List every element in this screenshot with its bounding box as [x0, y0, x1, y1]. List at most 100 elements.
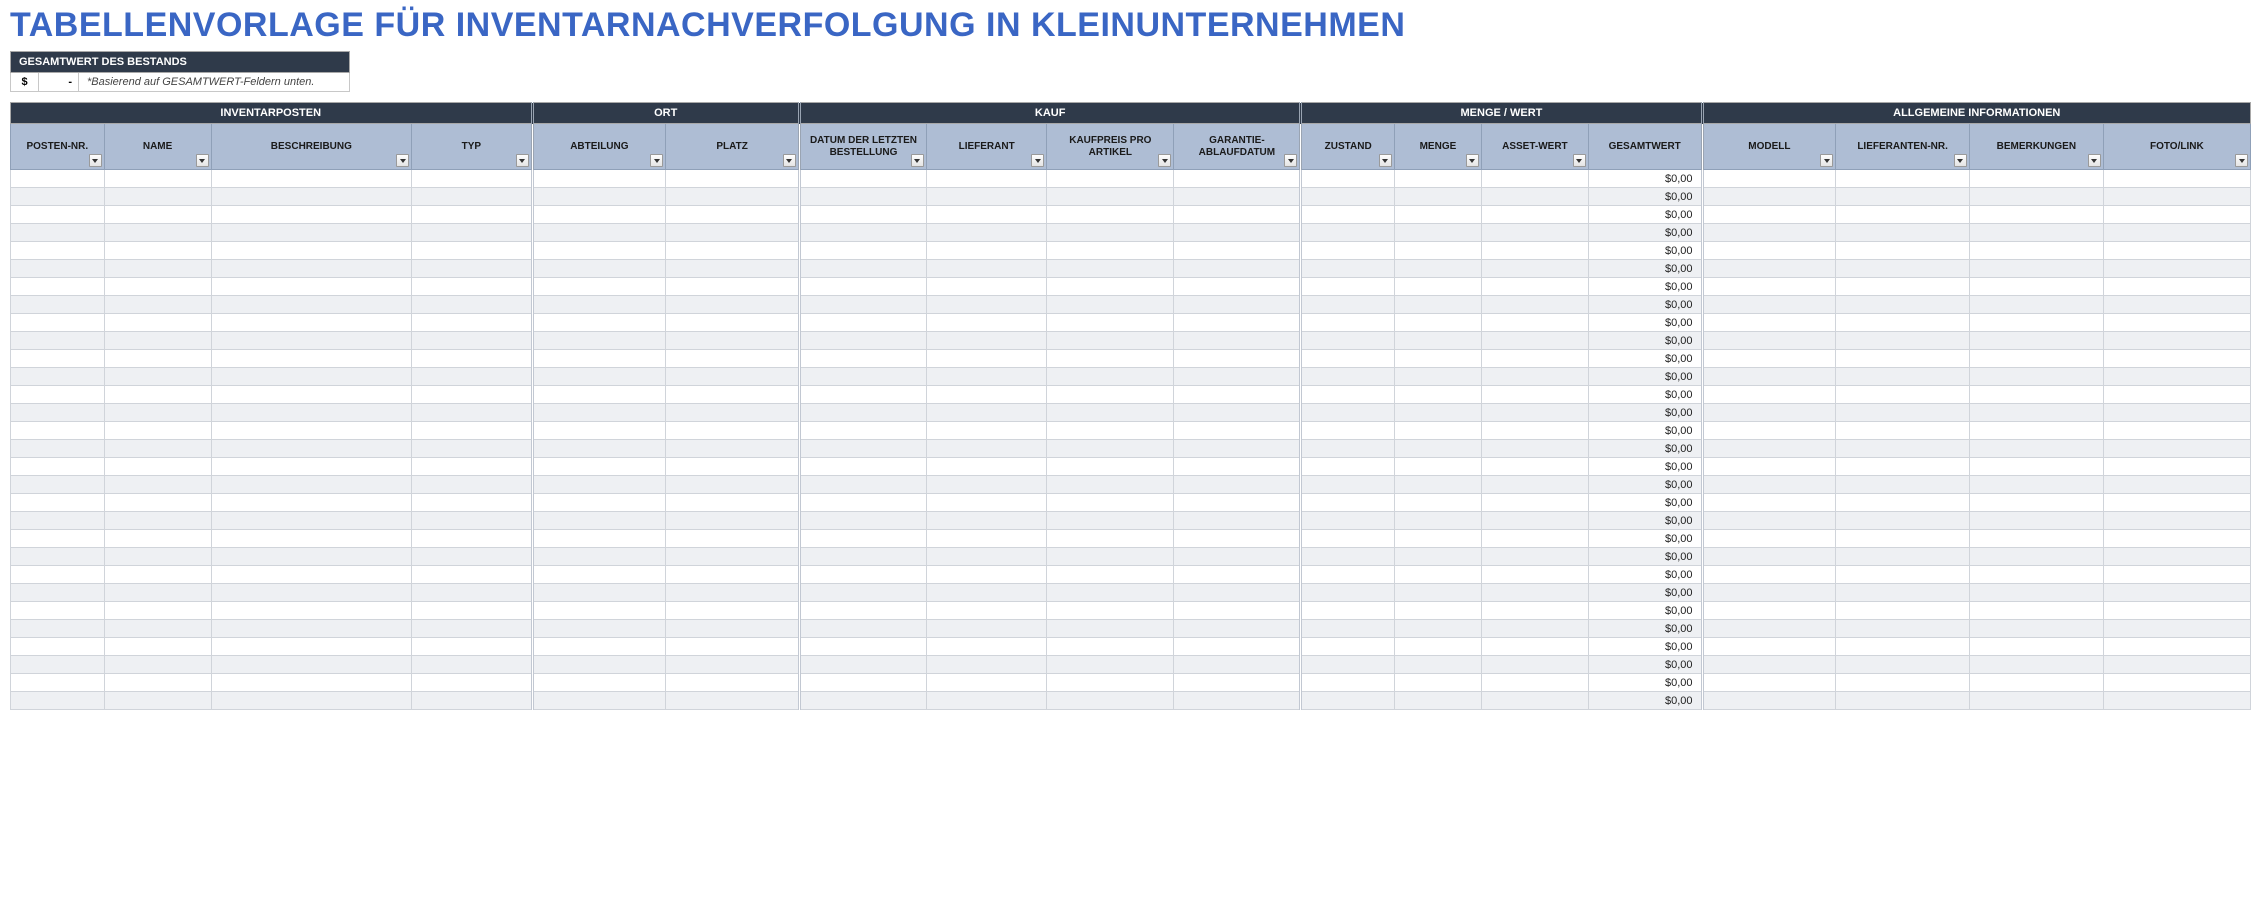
cell-kaufpreis[interactable] — [1047, 170, 1174, 188]
cell-gesamtwert[interactable]: $0,00 — [1588, 512, 1702, 530]
cell-bemerkungen[interactable] — [1969, 602, 2103, 620]
cell-abteilung[interactable] — [532, 638, 666, 656]
cell-lieferant[interactable] — [926, 566, 1046, 584]
cell-foto_link[interactable] — [2103, 566, 2250, 584]
cell-garantie[interactable] — [1174, 458, 1301, 476]
cell-lieferant[interactable] — [926, 530, 1046, 548]
cell-lieferanten_nr[interactable] — [1836, 368, 1970, 386]
cell-typ[interactable] — [412, 242, 532, 260]
cell-modell[interactable] — [1702, 440, 1836, 458]
cell-lieferanten_nr[interactable] — [1836, 278, 1970, 296]
cell-platz[interactable] — [666, 512, 800, 530]
cell-kaufpreis[interactable] — [1047, 602, 1174, 620]
cell-lieferant[interactable] — [926, 170, 1046, 188]
cell-lieferant[interactable] — [926, 458, 1046, 476]
cell-datum[interactable] — [799, 188, 926, 206]
cell-zustand[interactable] — [1301, 602, 1395, 620]
cell-asset_wert[interactable] — [1481, 188, 1588, 206]
cell-typ[interactable] — [412, 674, 532, 692]
cell-posten_nr[interactable] — [11, 458, 105, 476]
cell-zustand[interactable] — [1301, 494, 1395, 512]
table-row[interactable]: $0,00 — [11, 224, 2251, 242]
column-header-garantie[interactable]: GARANTIE-ABLAUFDATUM — [1174, 124, 1301, 170]
filter-dropdown-icon[interactable] — [196, 154, 209, 167]
cell-gesamtwert[interactable]: $0,00 — [1588, 404, 1702, 422]
cell-lieferanten_nr[interactable] — [1836, 548, 1970, 566]
cell-typ[interactable] — [412, 584, 532, 602]
cell-lieferant[interactable] — [926, 296, 1046, 314]
cell-menge[interactable] — [1394, 440, 1481, 458]
cell-datum[interactable] — [799, 242, 926, 260]
cell-lieferant[interactable] — [926, 242, 1046, 260]
cell-bemerkungen[interactable] — [1969, 260, 2103, 278]
cell-lieferant[interactable] — [926, 350, 1046, 368]
cell-foto_link[interactable] — [2103, 368, 2250, 386]
table-row[interactable]: $0,00 — [11, 656, 2251, 674]
cell-asset_wert[interactable] — [1481, 386, 1588, 404]
cell-typ[interactable] — [412, 422, 532, 440]
cell-kaufpreis[interactable] — [1047, 422, 1174, 440]
cell-bemerkungen[interactable] — [1969, 494, 2103, 512]
cell-beschreibung[interactable] — [211, 404, 412, 422]
cell-platz[interactable] — [666, 296, 800, 314]
cell-zustand[interactable] — [1301, 440, 1395, 458]
cell-gesamtwert[interactable]: $0,00 — [1588, 224, 1702, 242]
table-row[interactable]: $0,00 — [11, 674, 2251, 692]
cell-typ[interactable] — [412, 170, 532, 188]
cell-abteilung[interactable] — [532, 584, 666, 602]
cell-kaufpreis[interactable] — [1047, 332, 1174, 350]
cell-typ[interactable] — [412, 494, 532, 512]
cell-garantie[interactable] — [1174, 368, 1301, 386]
cell-platz[interactable] — [666, 440, 800, 458]
cell-zustand[interactable] — [1301, 188, 1395, 206]
cell-posten_nr[interactable] — [11, 692, 105, 710]
cell-menge[interactable] — [1394, 530, 1481, 548]
cell-lieferant[interactable] — [926, 404, 1046, 422]
cell-kaufpreis[interactable] — [1047, 206, 1174, 224]
cell-lieferanten_nr[interactable] — [1836, 188, 1970, 206]
cell-typ[interactable] — [412, 692, 532, 710]
cell-menge[interactable] — [1394, 314, 1481, 332]
cell-kaufpreis[interactable] — [1047, 350, 1174, 368]
cell-zustand[interactable] — [1301, 170, 1395, 188]
cell-posten_nr[interactable] — [11, 296, 105, 314]
cell-posten_nr[interactable] — [11, 584, 105, 602]
cell-lieferanten_nr[interactable] — [1836, 224, 1970, 242]
cell-lieferant[interactable] — [926, 512, 1046, 530]
cell-modell[interactable] — [1702, 476, 1836, 494]
cell-posten_nr[interactable] — [11, 188, 105, 206]
cell-datum[interactable] — [799, 314, 926, 332]
cell-bemerkungen[interactable] — [1969, 170, 2103, 188]
cell-bemerkungen[interactable] — [1969, 332, 2103, 350]
cell-beschreibung[interactable] — [211, 674, 412, 692]
cell-typ[interactable] — [412, 296, 532, 314]
cell-bemerkungen[interactable] — [1969, 512, 2103, 530]
cell-abteilung[interactable] — [532, 674, 666, 692]
cell-menge[interactable] — [1394, 278, 1481, 296]
cell-platz[interactable] — [666, 602, 800, 620]
cell-foto_link[interactable] — [2103, 332, 2250, 350]
cell-typ[interactable] — [412, 350, 532, 368]
cell-modell[interactable] — [1702, 620, 1836, 638]
cell-asset_wert[interactable] — [1481, 512, 1588, 530]
column-header-datum[interactable]: DATUM DER LETZTEN BESTELLUNG — [799, 124, 926, 170]
cell-lieferanten_nr[interactable] — [1836, 494, 1970, 512]
cell-lieferant[interactable] — [926, 188, 1046, 206]
cell-beschreibung[interactable] — [211, 476, 412, 494]
cell-name[interactable] — [104, 674, 211, 692]
cell-asset_wert[interactable] — [1481, 530, 1588, 548]
cell-posten_nr[interactable] — [11, 350, 105, 368]
cell-foto_link[interactable] — [2103, 656, 2250, 674]
cell-datum[interactable] — [799, 512, 926, 530]
cell-kaufpreis[interactable] — [1047, 296, 1174, 314]
table-row[interactable]: $0,00 — [11, 242, 2251, 260]
cell-gesamtwert[interactable]: $0,00 — [1588, 170, 1702, 188]
cell-beschreibung[interactable] — [211, 638, 412, 656]
cell-gesamtwert[interactable]: $0,00 — [1588, 530, 1702, 548]
cell-gesamtwert[interactable]: $0,00 — [1588, 386, 1702, 404]
cell-kaufpreis[interactable] — [1047, 620, 1174, 638]
table-row[interactable]: $0,00 — [11, 458, 2251, 476]
cell-modell[interactable] — [1702, 224, 1836, 242]
cell-garantie[interactable] — [1174, 620, 1301, 638]
cell-typ[interactable] — [412, 548, 532, 566]
